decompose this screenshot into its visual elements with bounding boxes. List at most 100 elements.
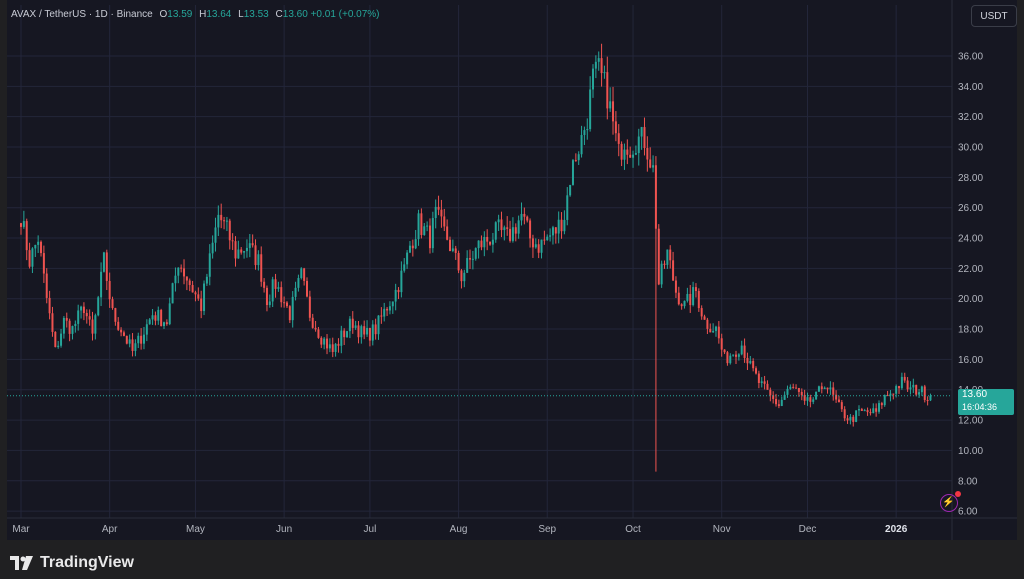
candle-body xyxy=(766,383,769,390)
candle-body xyxy=(340,330,343,346)
symbol-name[interactable]: AVAX / TetherUS · 1D · Binance xyxy=(11,9,153,20)
candle-body xyxy=(669,249,672,261)
candle-body xyxy=(383,308,386,317)
candle-body xyxy=(34,244,37,249)
candle-body xyxy=(549,235,552,237)
candle-body xyxy=(514,227,517,234)
candle-body xyxy=(717,326,720,339)
x-tick-label: Nov xyxy=(713,524,731,535)
candle-body xyxy=(368,327,371,341)
candle-body xyxy=(471,258,474,260)
y-tick-label: 24.00 xyxy=(958,234,983,245)
candle-body xyxy=(683,300,686,307)
currency-button[interactable]: USDT xyxy=(971,5,1017,27)
x-tick-label: Apr xyxy=(102,524,118,535)
candle-body xyxy=(737,354,740,357)
candle-body xyxy=(251,243,254,246)
candle-body xyxy=(866,410,869,413)
candle-body xyxy=(277,287,280,289)
candle-body xyxy=(68,320,71,334)
candle-body xyxy=(660,263,663,285)
candle-body xyxy=(474,248,477,259)
candle-body xyxy=(303,268,306,281)
candle-body xyxy=(912,384,915,388)
candle-body xyxy=(374,324,377,335)
candle-body xyxy=(420,213,423,235)
candle-body xyxy=(257,254,260,266)
candle-body xyxy=(577,154,580,161)
lightning-alert-icon[interactable]: ⚡ xyxy=(940,491,961,512)
candle-body xyxy=(308,296,311,318)
candle-body xyxy=(426,225,429,227)
candle-body xyxy=(612,101,615,122)
open-value: 13.59 xyxy=(167,9,193,20)
candle-body xyxy=(434,206,437,219)
candle-body xyxy=(397,289,400,293)
candle-body xyxy=(903,376,906,381)
candle-body xyxy=(140,335,143,344)
candle-body xyxy=(234,241,237,259)
candle-body xyxy=(91,319,94,334)
candle-body xyxy=(65,317,68,321)
tradingview-logo[interactable]: TradingView xyxy=(10,554,134,572)
candle-body xyxy=(348,318,351,332)
candle-body xyxy=(363,326,366,335)
candle-body xyxy=(634,153,637,155)
candle-body xyxy=(586,129,589,131)
candle-body xyxy=(351,318,354,328)
candle-body xyxy=(51,313,54,332)
candle-body xyxy=(131,339,134,351)
candle-body xyxy=(609,101,612,109)
candle-body xyxy=(314,327,317,330)
y-tick-label: 22.00 xyxy=(958,264,983,275)
candle-body xyxy=(929,395,932,401)
candle-body xyxy=(869,412,872,414)
candle-body xyxy=(25,221,28,251)
candle-body xyxy=(174,275,177,284)
candle-body xyxy=(245,247,248,252)
candle-body xyxy=(700,308,703,317)
candle-body xyxy=(629,154,632,158)
candle-body xyxy=(566,195,569,220)
y-tick-label: 32.00 xyxy=(958,112,983,123)
candle-body xyxy=(406,252,409,265)
candle-body xyxy=(31,248,34,267)
candle-body xyxy=(706,319,709,329)
candle-body xyxy=(511,227,514,241)
candle-body xyxy=(191,285,194,293)
candle-body xyxy=(20,223,22,227)
candle-body xyxy=(809,397,812,402)
candle-body xyxy=(509,228,512,241)
candle-body xyxy=(28,250,31,267)
candle-body xyxy=(294,287,297,297)
x-tick-label: Aug xyxy=(450,524,468,535)
x-tick-label: Oct xyxy=(625,524,641,535)
symbol-info-bar[interactable]: AVAX / TetherUS · 1D · Binance O13.59 H1… xyxy=(11,9,380,20)
candle-body xyxy=(428,225,431,249)
low-value: 13.53 xyxy=(243,9,269,20)
x-tick-label: May xyxy=(186,524,205,535)
candle-body xyxy=(812,399,815,402)
candle-body xyxy=(726,352,729,364)
candle-body xyxy=(898,386,901,389)
candle-body xyxy=(343,330,346,338)
candle-body xyxy=(160,309,163,327)
candle-body xyxy=(517,220,520,234)
candle-body xyxy=(777,404,780,407)
candle-body xyxy=(826,387,829,390)
candle-body xyxy=(872,408,875,414)
x-tick-label: 2026 xyxy=(885,524,908,535)
candle-body xyxy=(503,227,506,231)
candle-body xyxy=(45,273,48,298)
candle-body xyxy=(531,238,534,248)
candle-body xyxy=(672,260,675,281)
countdown-timer: 16:04:36 xyxy=(962,402,998,412)
candle-body xyxy=(391,301,394,307)
candle-body xyxy=(714,326,717,331)
y-tick-label: 10.00 xyxy=(958,446,983,457)
candle-body xyxy=(546,236,549,241)
candle-body xyxy=(74,323,77,327)
candle-body xyxy=(154,315,157,321)
candle-body xyxy=(326,338,329,349)
